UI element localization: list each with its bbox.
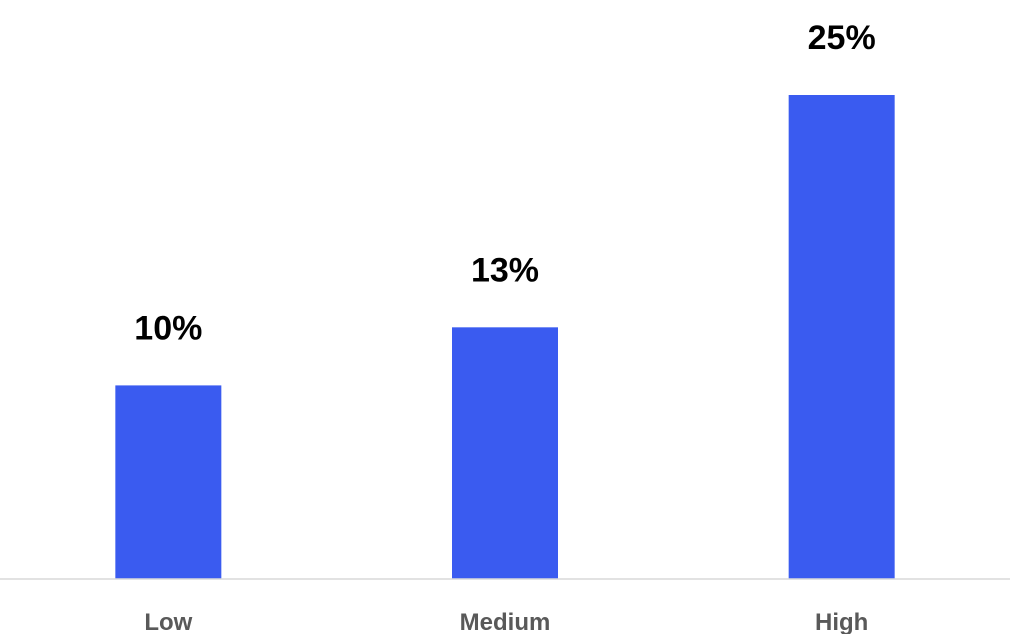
data-label-high: 25% [808, 19, 876, 57]
bar-high [788, 95, 895, 579]
data-labels-layer: 10% 13% 25% [134, 19, 875, 347]
x-tick-labels-layer: Low Medium High [144, 609, 868, 634]
data-label-medium: 13% [471, 251, 539, 289]
x-tick-label-low: Low [144, 609, 192, 634]
x-tick-label-medium: Medium [460, 609, 551, 634]
x-tick-label-high: High [815, 609, 868, 634]
bars-layer [115, 95, 895, 579]
bar-low [115, 385, 222, 579]
data-label-low: 10% [134, 309, 202, 347]
bar-medium [452, 327, 558, 579]
